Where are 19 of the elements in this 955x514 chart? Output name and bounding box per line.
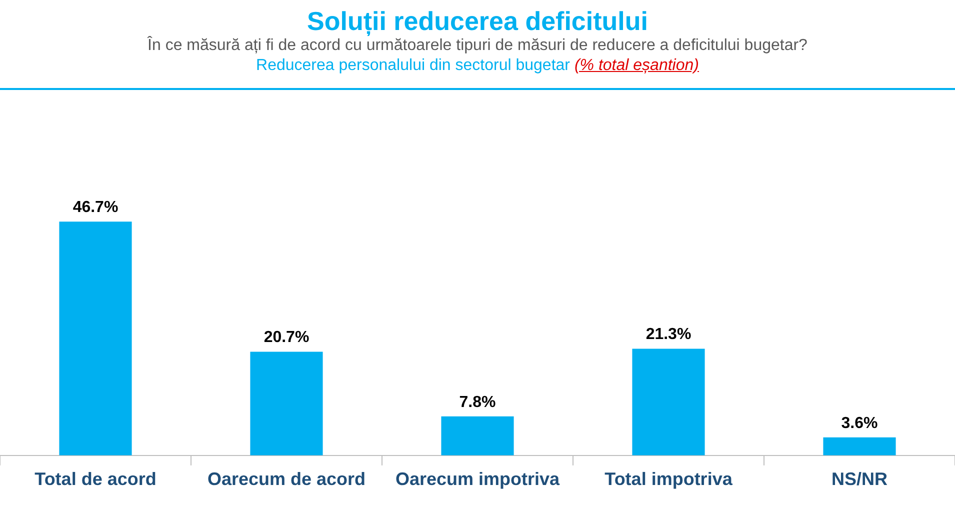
- x-tick-label: Total de acord: [34, 469, 156, 490]
- bar: [632, 348, 705, 456]
- bar: [823, 437, 896, 456]
- bar: [59, 222, 132, 456]
- data-label: 7.8%: [459, 394, 496, 411]
- chart-title: Soluții reducerea deficitului: [306, 6, 649, 36]
- chart-subtitle: În ce măsură ați fi de acord cu următoarele tipuri de măsuri de reducere a deficitului bugetar?: [146, 36, 808, 56]
- x-tick-label: Oarecum impotriva: [395, 469, 561, 490]
- x-tick-label: Oarecum de acord: [207, 469, 366, 490]
- data-label: 46.7%: [72, 198, 118, 216]
- x-tick-label: NS/NR: [831, 469, 888, 490]
- text: (% total eșantion): [574, 57, 699, 74]
- bar: [250, 352, 323, 456]
- data-label: 3.6%: [841, 414, 878, 432]
- bar: [441, 416, 514, 456]
- x-tick-label: Total impotriva: [604, 469, 734, 490]
- text: Reducerea personalului din sectorul bugetar: [256, 57, 570, 74]
- data-label: 20.7%: [264, 329, 310, 346]
- data-label: 21.3%: [646, 326, 692, 344]
